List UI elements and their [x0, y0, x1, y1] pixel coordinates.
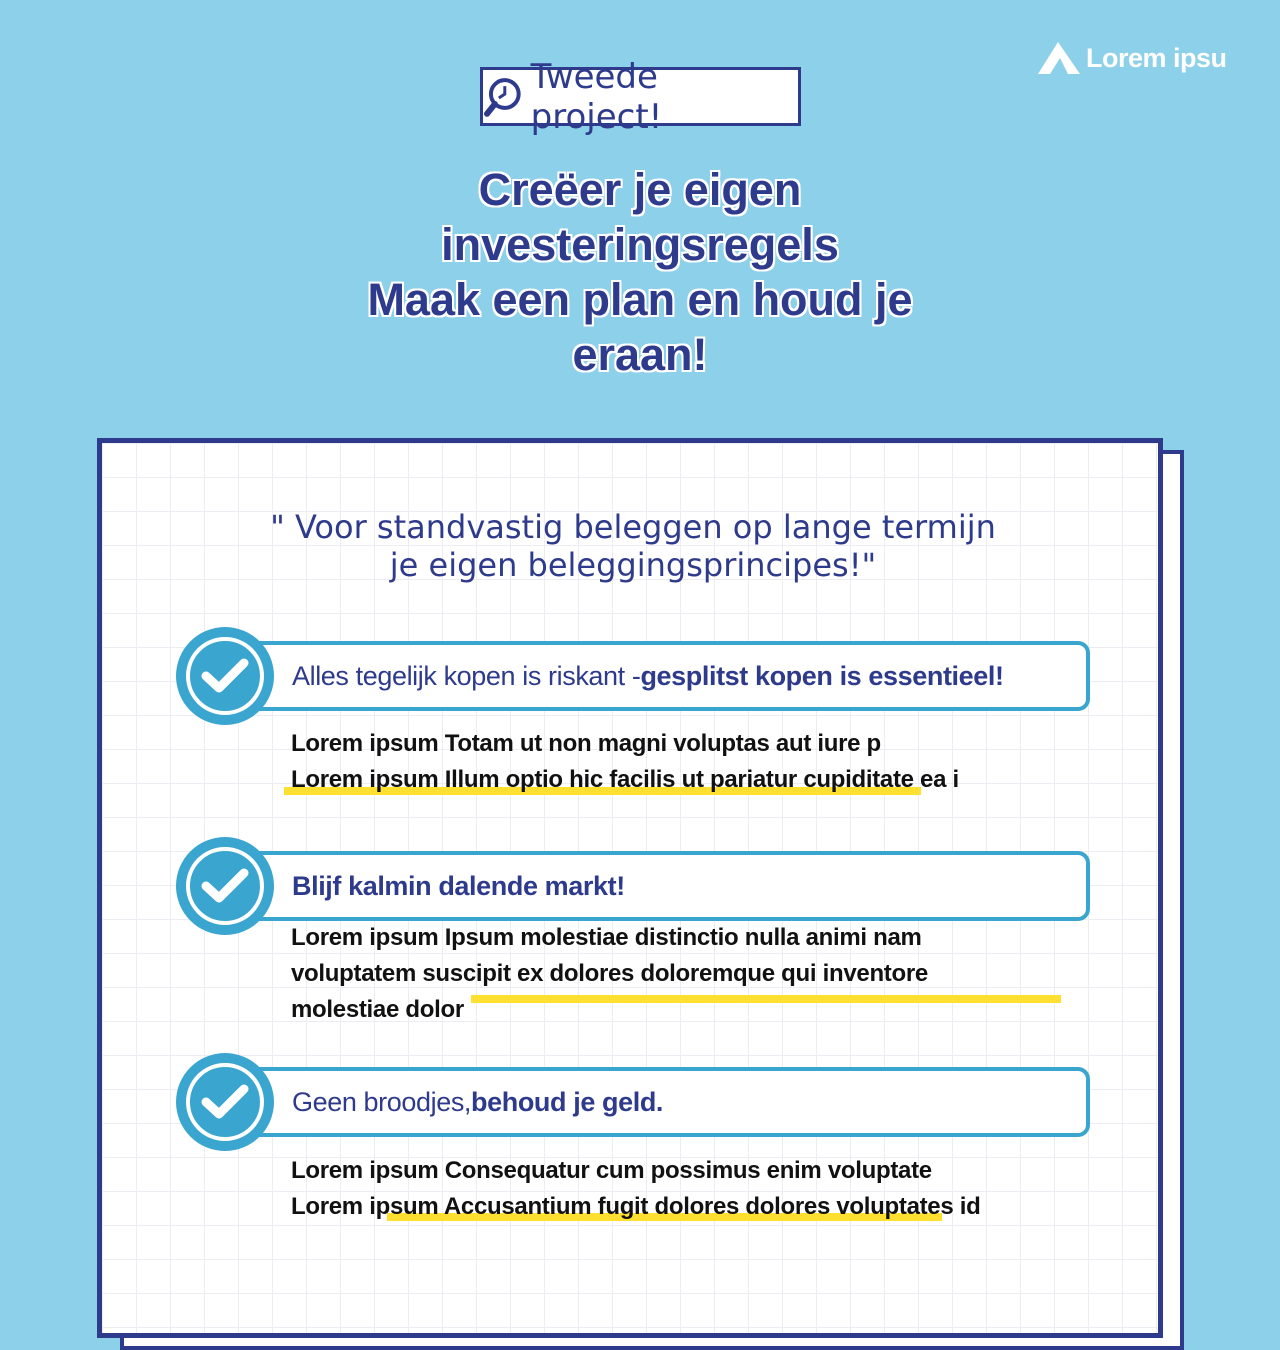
heading-bold: behoud je geld. [471, 1086, 664, 1117]
logo-text: Lorem ipsu [1086, 42, 1227, 73]
highlight [284, 787, 921, 795]
highlight [387, 1213, 942, 1221]
title-line: eraan! [572, 329, 708, 380]
rule-heading: Blijf kalmin dalende markt! [246, 851, 1090, 921]
quote: " Voor standvastig beleggen op lange ter… [0, 508, 1266, 584]
heading-normal: Geen broodjes, [292, 1086, 472, 1117]
tag-label: Tweede project! [530, 56, 663, 137]
check-icon [176, 837, 274, 935]
body-line: Lorem ipsum Accusantium fugit dolores do… [291, 1193, 981, 1220]
quote-line: je eigen beleggingsprincipes!" [389, 546, 877, 584]
body-line: molestiae dolor [291, 996, 464, 1023]
title-line: investeringsregels [441, 219, 839, 270]
search-clock-icon [483, 77, 521, 117]
heading-normal: Alles tegelijk kopen is riskant - [292, 660, 641, 691]
page-title: Creëer je eigen investeringsregels Maak … [0, 162, 1280, 382]
quote-line: " Voor standvastig beleggen op lange ter… [270, 508, 996, 546]
highlight [471, 995, 1061, 1003]
heading-bold: gesplitst kopen is essentieel! [640, 660, 1004, 691]
project-tag: Tweede project! [480, 57, 801, 137]
rule-heading: Alles tegelijk kopen is riskant - gespli… [246, 641, 1090, 711]
title-line: Creëer je eigen [478, 164, 802, 215]
heading-bold: Blijf kalmin dalende markt! [292, 870, 625, 901]
body-line: Lorem ipsum Consequatur cum possimus eni… [291, 1157, 932, 1184]
body-line: voluptatem suscipit ex dolores doloremqu… [291, 960, 928, 987]
check-icon [176, 1053, 274, 1151]
rule-heading: Geen broodjes, behoud je geld. [246, 1067, 1090, 1137]
body-line: Lorem ipsum Totam ut non magni voluptas … [291, 730, 881, 757]
title-line: Maak een plan en houd je [367, 274, 913, 325]
logo-icon [1038, 42, 1080, 74]
brand-logo: Lorem ipsu [1036, 40, 1227, 76]
body-line: Lorem ipsum Illum optio hic facilis ut p… [291, 766, 959, 793]
body-line: Lorem ipsum Ipsum molestiae distinctio n… [291, 924, 922, 951]
check-icon [176, 627, 274, 725]
